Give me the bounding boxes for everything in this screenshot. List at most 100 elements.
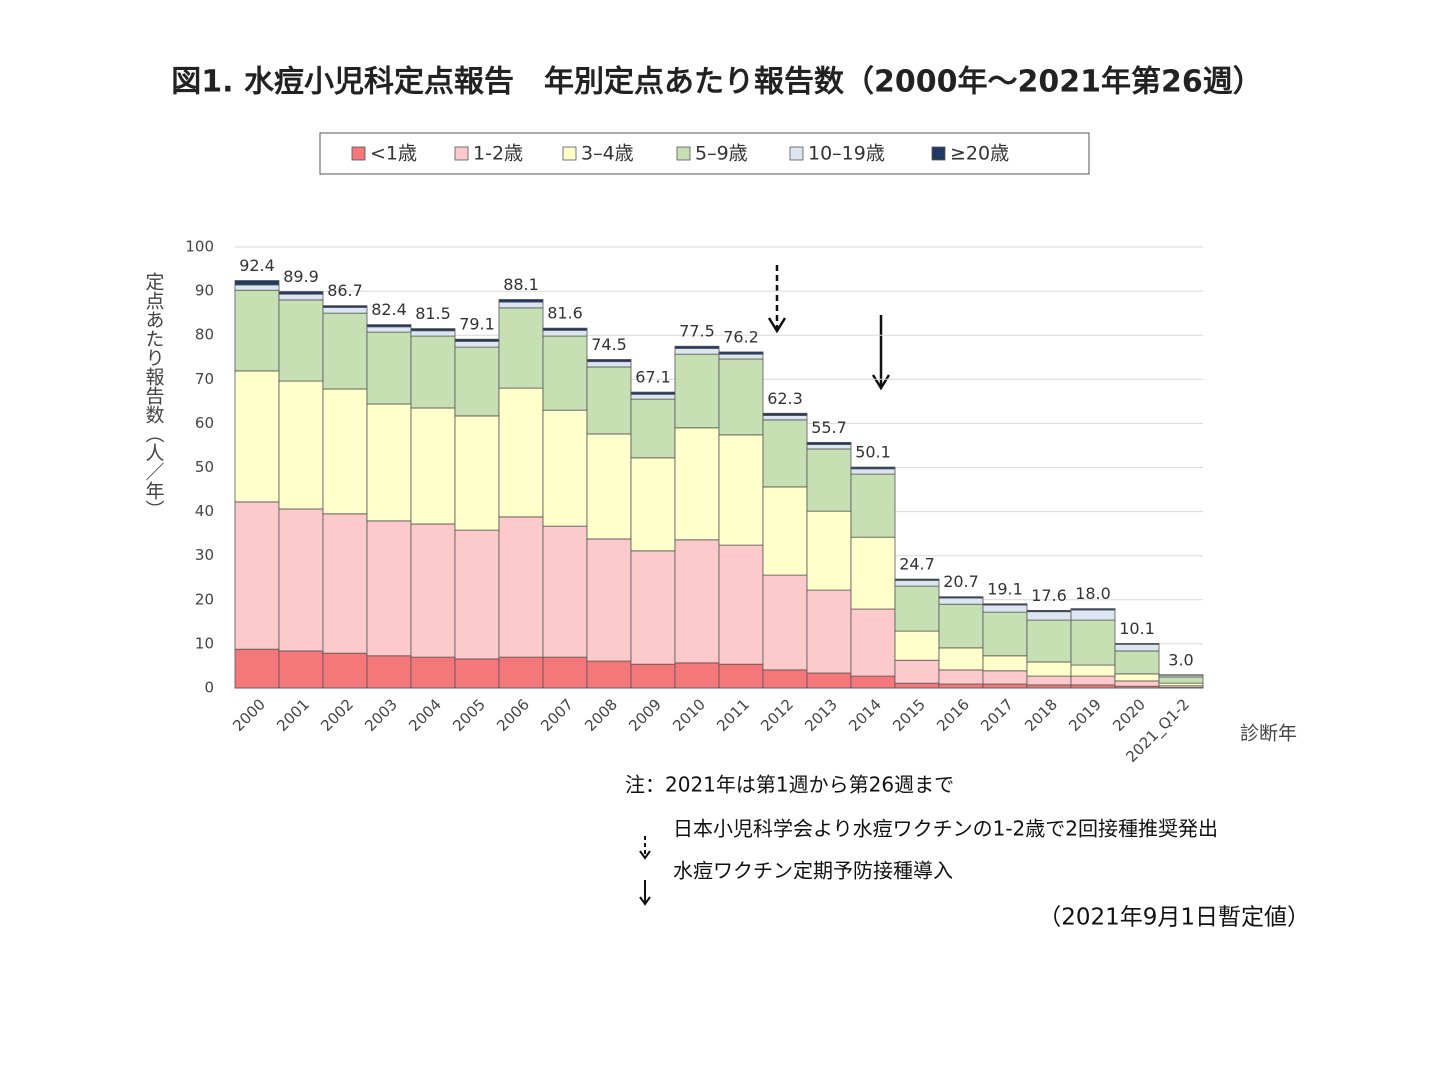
legend-box [319,132,1090,175]
bar-segment [630,391,676,395]
bar-segment [454,338,500,342]
note: 日本小児科学会より水痘ワクチンの1-2歳で2回接種推奨発出 [673,817,1218,841]
bar-segment [586,366,632,435]
bar-segment [234,289,280,372]
bar-segment [630,398,676,459]
bar-segment [1070,609,1116,621]
bar-segment [498,516,544,658]
bar-segment [718,544,764,665]
total-label: 10.1 [1119,619,1155,638]
total-label: 3.0 [1168,650,1193,669]
x-tick-label: 2018 [1021,695,1061,735]
bar-segment [586,433,632,540]
total-label: 62.3 [767,389,803,408]
x-tick-label: 2000 [229,695,269,735]
bar-segment [410,330,456,337]
x-tick-label: 2008 [581,695,621,735]
bar-segment [586,359,632,363]
bar-segment [234,501,280,650]
x-tick-label: 2010 [669,695,709,735]
bar-segment [630,550,676,665]
bar-segment [366,331,412,405]
bar-segment [586,538,632,662]
bar-segment [1026,609,1072,613]
bar-segment [762,419,808,488]
legend-swatch [789,146,804,161]
bar-segment [454,346,500,417]
x-tick-label: 2006 [493,695,533,735]
bar-segment [894,585,940,632]
bar-segment [718,353,764,360]
bar-segment [982,603,1028,606]
bar-segment [366,520,412,657]
bar-segment [850,468,896,475]
x-tick-label: 2001 [273,695,313,735]
bar-segment [894,659,940,684]
bar-segment [938,647,984,671]
bar-segment [1114,673,1160,682]
bar-segment [1026,619,1072,663]
bar-segment [410,523,456,658]
bar-segment [762,415,808,421]
legend-label: 5–9歳 [695,143,748,165]
total-label: 76.2 [723,327,759,346]
total-label: 86.7 [327,281,363,300]
bar-segment [278,299,324,382]
bar-segment [1070,684,1116,689]
bar-segment [674,539,720,664]
bar-segment [894,578,940,581]
bar-segment [498,301,544,309]
legend-swatch [351,146,366,161]
bar-segment [938,669,984,685]
bar-segment [850,536,896,610]
total-label: 50.1 [855,443,891,462]
y-tick-label: 70 [195,370,214,388]
bar-segment [542,329,588,337]
bar-segment [1026,684,1072,689]
y-tick-label: 20 [195,590,214,608]
bar-segment [806,510,852,591]
bar-segment [718,663,764,689]
bar-segment [322,388,368,515]
bar-segment [454,529,500,660]
bar-segment [850,608,896,677]
legend-swatch [562,146,577,161]
bar-segment [850,466,896,470]
y-tick-label: 80 [195,326,214,344]
bar-segment [410,407,456,525]
bar-segment [234,284,280,291]
total-label: 19.1 [987,579,1023,598]
bar-segment [366,326,412,333]
bar-segment [322,305,368,308]
bar-segment [718,358,764,436]
bar-segment [322,312,368,390]
bar-segment [982,604,1028,613]
total-label: 81.5 [415,304,451,323]
bar-segment [234,370,280,503]
bar-segment [806,444,852,450]
bar-segment [850,675,896,689]
note: （2021年9月1日暫定値） [1038,905,1310,931]
bar-segment [366,324,412,328]
bar-segment [278,291,324,295]
legend-swatch [931,146,946,161]
arrow-head [767,317,787,334]
chart-title: 図1. 水痘小児科定点報告 年別定点あたり報告数（2000年～2021年第26週… [171,65,1262,100]
bar-segment [322,513,368,654]
x-tick-label: 2005 [449,695,489,735]
bar-segment [630,663,676,689]
legend-label: ≥20歳 [950,143,1009,165]
bar-segment [1114,643,1160,652]
x-tick-label: 2016 [933,695,973,735]
bar-segment [542,525,588,658]
bar-segment [498,387,544,518]
total-label: 92.4 [239,256,275,275]
bar-segment [1114,650,1160,675]
x-tick-label: 2020 [1109,695,1149,735]
legend-swatch [676,146,691,161]
total-label: 77.5 [679,322,715,341]
total-label: 79.1 [459,315,495,334]
bar-segment [674,662,720,689]
bar-segment [1026,661,1072,677]
